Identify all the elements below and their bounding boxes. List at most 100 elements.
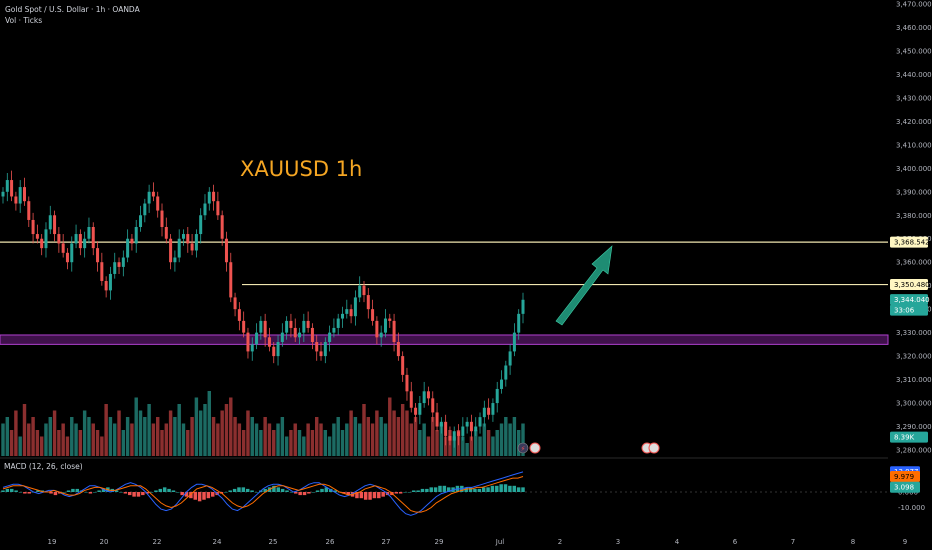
macd-histogram-bar: [167, 488, 171, 492]
macd-histogram-bar: [206, 492, 211, 499]
volume-bar: [14, 410, 18, 456]
volume-bar: [413, 417, 418, 456]
macd-histogram-bar: [228, 490, 232, 492]
price-label-box: [890, 431, 928, 443]
volume-bar: [302, 436, 306, 456]
volume-bar: [155, 417, 160, 456]
macd-histogram-bar: [315, 490, 320, 492]
candle-body: [500, 379, 504, 389]
macd-histogram-bar: [276, 487, 281, 492]
macd-histogram-bar: [416, 490, 420, 492]
us-flag-event-icon[interactable]: [648, 442, 660, 454]
event-icons[interactable]: ⚡: [517, 442, 660, 454]
macd-histogram-bar: [254, 492, 259, 493]
volume-bar: [95, 430, 100, 456]
candle-body: [388, 318, 392, 321]
volume-bar: [435, 430, 439, 456]
price-tick-label: 3,310.000: [896, 376, 932, 384]
macd-histogram-bar: [446, 487, 451, 492]
macd-histogram-bar: [442, 485, 447, 492]
candle-body: [212, 191, 216, 202]
volume-bar: [508, 423, 512, 456]
time-tick-label: 2: [558, 538, 562, 546]
time-tick-label: 26: [326, 538, 335, 546]
candle-body: [341, 313, 345, 319]
candle-body: [156, 196, 160, 211]
projection-arrow[interactable]: [555, 245, 613, 326]
candle-body: [10, 180, 14, 197]
candle-body: [285, 320, 289, 333]
macd-histogram-bar: [141, 492, 145, 496]
candle-body: [160, 210, 164, 227]
candle-body: [220, 215, 224, 239]
price-label-text: 3,368.542: [894, 239, 930, 247]
volume-bar: [220, 410, 224, 456]
time-tick-label: 22: [153, 538, 162, 546]
macd-histogram-bar: [184, 492, 189, 497]
candle-body: [173, 257, 177, 263]
volume-bar: [431, 417, 435, 456]
flash-event-icon[interactable]: [517, 442, 529, 454]
macd-histogram-bar: [193, 492, 198, 500]
volume-bar: [160, 430, 164, 456]
macd-histogram-bar: [294, 492, 298, 494]
macd-histogram-bar: [49, 492, 53, 494]
macd-histogram-bar: [127, 492, 132, 496]
macd-histogram-bar: [84, 492, 88, 493]
support-zone[interactable]: [0, 334, 889, 345]
volume-bar: [516, 430, 521, 456]
candle-body: [366, 295, 370, 310]
candle-body: [147, 191, 151, 204]
macd-histogram-bar: [136, 492, 141, 497]
macd-histogram-bar: [516, 487, 521, 492]
macd-label-box: [890, 481, 920, 493]
volume-bar: [65, 436, 70, 456]
candle-body: [362, 285, 366, 296]
candle-body: [117, 262, 121, 267]
macd-histogram-bar: [71, 488, 75, 492]
volume-bar: [349, 410, 353, 456]
macd-histogram-bar: [62, 492, 66, 493]
candle-body: [108, 273, 112, 291]
volume-bar: [173, 417, 177, 456]
volume-bar: [186, 430, 190, 456]
candle-body: [233, 297, 237, 310]
macd-histogram-bar: [158, 488, 163, 492]
candle-body: [70, 243, 74, 263]
candle-body: [280, 332, 284, 343]
price-tick-label: 3,380.000: [896, 212, 932, 220]
chart-annotation: XAUUSD 1h: [240, 157, 362, 181]
macd-histogram-bar: [420, 488, 425, 492]
macd-histogram-bar: [171, 490, 176, 492]
volume-bar: [233, 417, 237, 456]
us-flag-event-icon[interactable]: [529, 442, 541, 454]
macd-histogram-bar: [355, 492, 359, 499]
macd-histogram-bar: [381, 492, 385, 497]
candle-body: [298, 332, 302, 338]
macd-histogram-bar: [263, 488, 267, 492]
macd-label-box: [890, 471, 920, 483]
volume-bar: [379, 417, 383, 456]
price-tick-label: 3,330.000: [896, 329, 932, 337]
candle-body: [345, 309, 349, 314]
candle-body: [448, 435, 452, 441]
candle-body: [517, 313, 521, 333]
macd-histogram-bar: [27, 492, 31, 494]
macd-histogram-bar: [9, 488, 14, 492]
volume-bar: [465, 443, 469, 456]
volume-bar: [207, 391, 211, 456]
candle-body: [289, 320, 293, 328]
price-tick-label: 3,430.000: [896, 94, 932, 102]
price-tick-label: 3,470.000: [896, 1, 932, 9]
candle-body: [259, 320, 263, 333]
volume-title: Vol · Ticks: [5, 16, 42, 25]
volume-bar: [319, 423, 323, 456]
price-label-text: 3,350.480: [894, 281, 930, 289]
time-axis[interactable]: 19 20 22 24 25 26 27 29 Jul 2 3 4 6 7 8 9: [48, 538, 908, 546]
candle-body: [439, 421, 443, 427]
price-tick-label: 3,360.000: [896, 259, 932, 267]
candle-body: [457, 431, 461, 436]
